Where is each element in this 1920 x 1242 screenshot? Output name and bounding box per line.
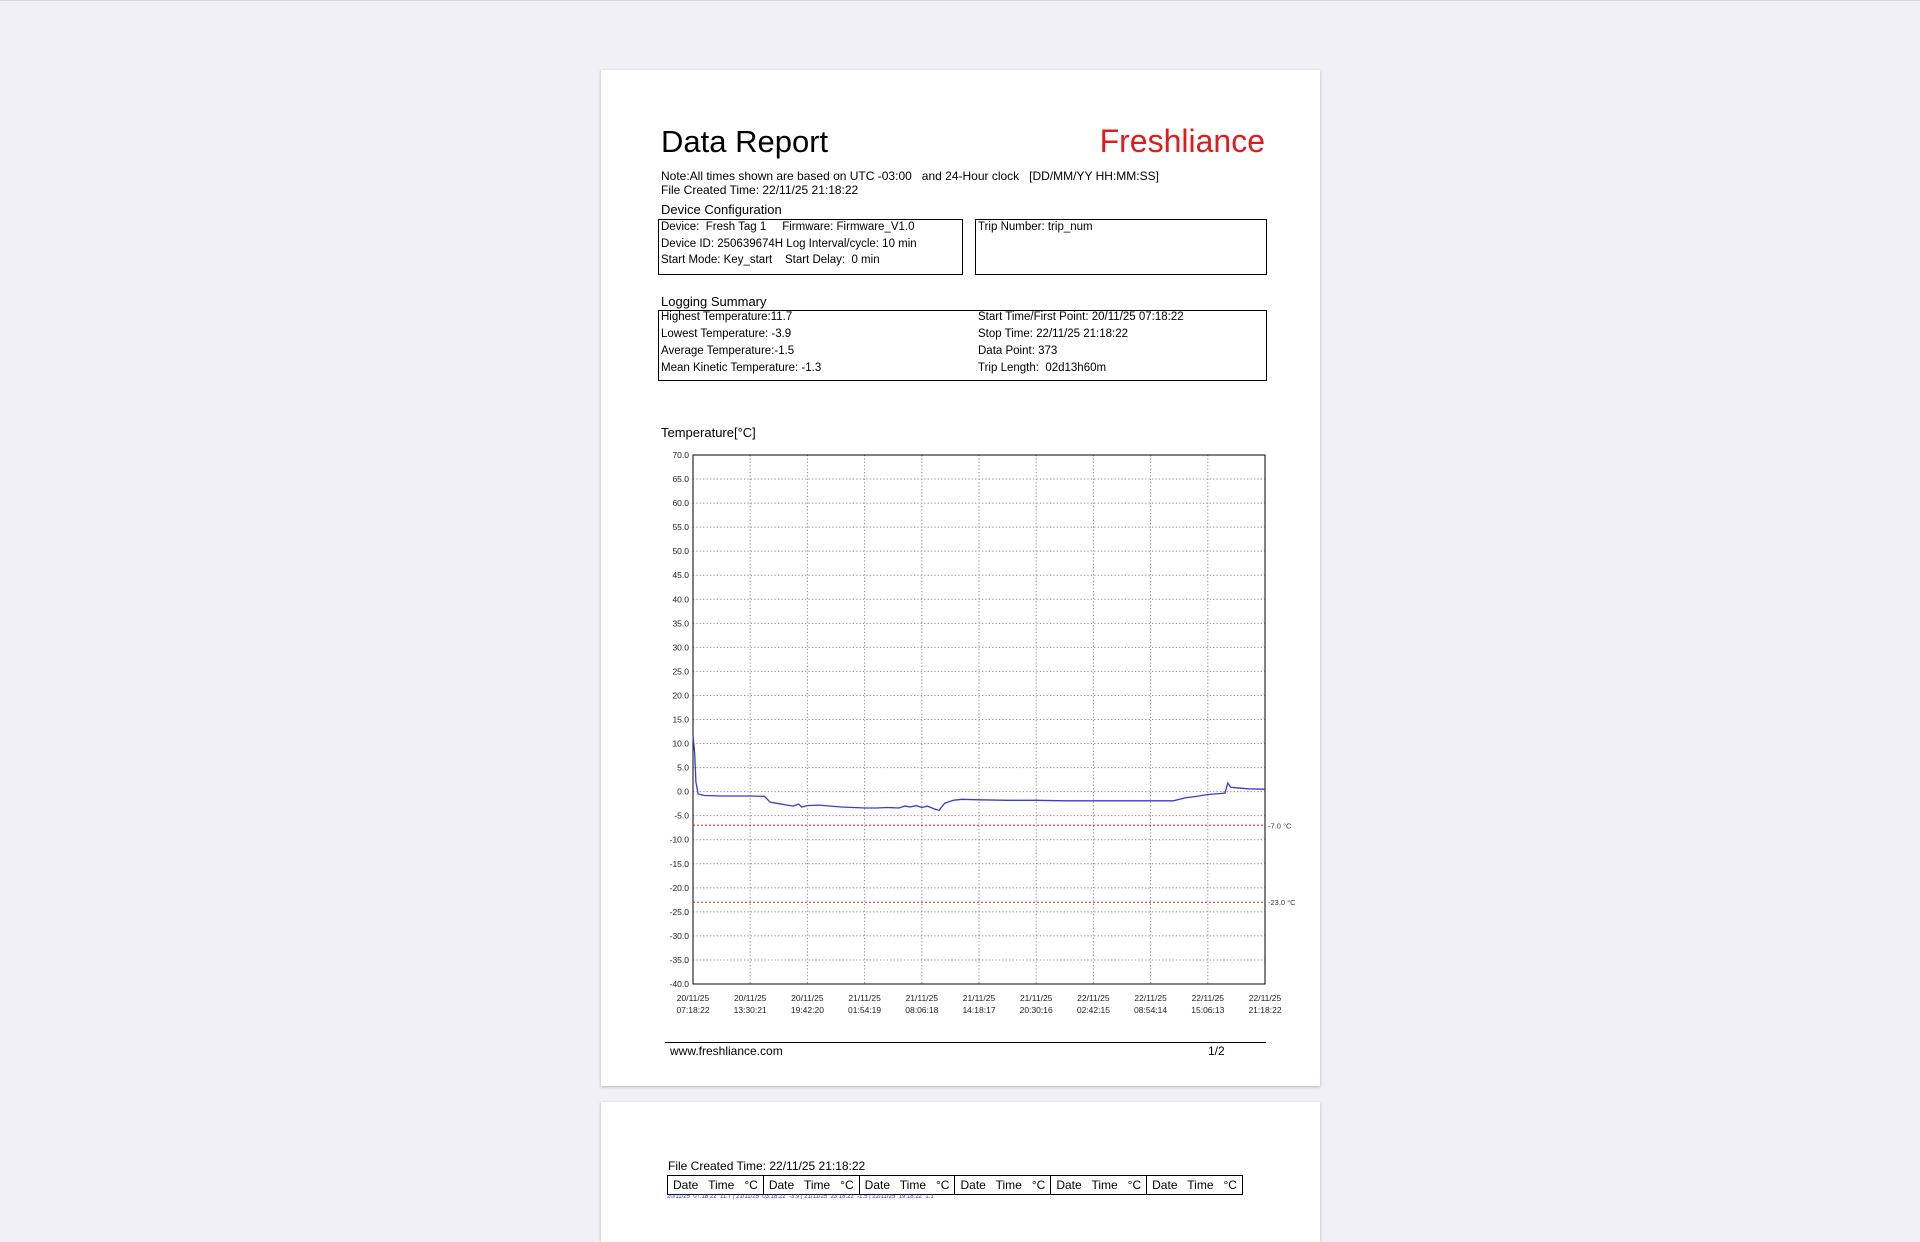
summary-highest: Highest Temperature:11.7 <box>661 311 793 323</box>
timezone-note: Note:All times shown are based on UTC -0… <box>661 169 1159 183</box>
y-tick-label: -5.0 <box>674 811 689 821</box>
summary-start-time: Start Time/First Point: 20/11/25 07:18:2… <box>978 311 1184 323</box>
x-tick-label-time: 08:54:14 <box>1134 1005 1167 1015</box>
y-tick-label: -15.0 <box>670 859 690 869</box>
footer-divider <box>665 1042 1266 1043</box>
x-tick-label-date: 20/11/25 <box>677 993 710 1003</box>
summary-lowest: Lowest Temperature: -3.9 <box>661 328 792 340</box>
x-tick-label-date: 21/11/25 <box>1020 993 1053 1003</box>
x-tick-label-date: 22/11/25 <box>1249 993 1282 1003</box>
y-tick-label: -35.0 <box>670 955 690 965</box>
table-first-row-partial: 20/11/25 07:18:22 11.7 | 21/11/25 03:18:… <box>667 1194 934 1200</box>
device-config-line: Device: Fresh Tag 1 Firmware: Firmware_V… <box>661 221 915 233</box>
table-header-cell: Date Time °C <box>667 1175 764 1195</box>
y-tick-label: 60.0 <box>672 498 689 508</box>
trip-number: Trip Number: trip_num <box>978 221 1093 233</box>
y-tick-label: -10.0 <box>670 835 690 845</box>
summary-mkt: Mean Kinetic Temperature: -1.3 <box>661 362 822 374</box>
x-tick-label-date: 21/11/25 <box>906 993 939 1003</box>
y-tick-label: 20.0 <box>672 690 689 700</box>
x-tick-label-date: 22/11/25 <box>1134 993 1167 1003</box>
x-tick-label-time: 01:54:19 <box>848 1005 881 1015</box>
x-tick-label-date: 20/11/25 <box>734 993 767 1003</box>
x-tick-label-date: 22/11/25 <box>1077 993 1110 1003</box>
x-tick-label-date: 21/11/25 <box>963 993 996 1003</box>
y-tick-label: 45.0 <box>672 570 689 580</box>
threshold-label: -23.0 °C <box>1268 898 1296 907</box>
summary-trip-length: Trip Length: 02d13h60m <box>978 362 1107 374</box>
device-config-line: Device ID: 250639674H Log Interval/cycle… <box>661 238 917 250</box>
table-header-cell: Date Time °C <box>1050 1175 1148 1195</box>
threshold-label: -7.0 °C <box>1268 821 1292 830</box>
x-tick-label-time: 15:06:13 <box>1191 1005 1224 1015</box>
y-tick-label: 40.0 <box>672 594 689 604</box>
y-tick-label: 50.0 <box>672 546 689 556</box>
temperature-series-line <box>692 735 1266 812</box>
report-page-1: Data Report Freshliance Note:All times s… <box>601 70 1320 1086</box>
y-tick-label: 70.0 <box>672 450 689 460</box>
report-title: Data Report <box>661 124 829 159</box>
page2-file-created-time: File Created Time: 22/11/25 21:18:22 <box>668 1159 866 1173</box>
x-tick-label-time: 13:30:21 <box>734 1005 767 1015</box>
summary-data-points: Data Point: 373 <box>978 345 1058 357</box>
table-header-row: Date Time °C Date Time °C Date Time °C D… <box>667 1175 1243 1195</box>
logging-summary-box: Highest Temperature:11.7 Lowest Temperat… <box>658 310 1267 381</box>
footer-page-number: 1/2 <box>1208 1044 1225 1058</box>
y-tick-label: -40.0 <box>670 979 690 989</box>
report-page-2: File Created Time: 22/11/25 21:18:22 Dat… <box>601 1102 1320 1242</box>
y-tick-label: -30.0 <box>670 931 690 941</box>
x-tick-label-time: 08:06:18 <box>905 1005 938 1015</box>
y-tick-label: 30.0 <box>672 642 689 652</box>
device-config-heading: Device Configuration <box>661 202 782 217</box>
y-tick-label: 15.0 <box>672 715 689 725</box>
x-tick-label-time: 20:30:16 <box>1020 1005 1053 1015</box>
y-tick-label: 0.0 <box>677 787 689 797</box>
data-table: Date Time °C Date Time °C Date Time °C D… <box>667 1175 1243 1195</box>
y-tick-label: 5.0 <box>677 763 689 773</box>
y-tick-label: 25.0 <box>672 666 689 676</box>
x-tick-label-time: 19:42:20 <box>791 1005 824 1015</box>
brand-logo-text: Freshliance <box>1099 123 1265 159</box>
logging-summary-heading: Logging Summary <box>661 294 767 309</box>
table-header-cell: Date Time °C <box>858 1175 956 1195</box>
y-tick-label: -20.0 <box>670 883 690 893</box>
x-tick-label-date: 22/11/25 <box>1192 993 1225 1003</box>
y-tick-label: 10.0 <box>672 739 689 749</box>
trip-number-box: Trip Number: trip_num <box>975 219 1267 275</box>
footer-url[interactable]: www.freshliance.com <box>670 1044 783 1058</box>
y-tick-label: 65.0 <box>672 474 689 484</box>
table-header-cell: Date Time °C <box>762 1175 860 1195</box>
x-tick-label-date: 21/11/25 <box>848 993 881 1003</box>
device-config-box: Device: Fresh Tag 1 Firmware: Firmware_V… <box>658 219 963 275</box>
y-tick-label: 35.0 <box>672 618 689 628</box>
y-tick-label: 55.0 <box>672 522 689 532</box>
temperature-chart: 70.0 65.0 60.0 55.0 50.0 45.0 40.0 35.0 30.0 25.0… <box>670 450 1297 1015</box>
chart-y-axis-title: Temperature[°C] <box>661 425 756 440</box>
plot-frame <box>692 454 1266 985</box>
table-header-cell: Date Time °C <box>1146 1175 1243 1195</box>
x-tick-label-time: 21:18:22 <box>1248 1005 1281 1015</box>
x-tick-label-time: 14:18:17 <box>962 1005 995 1015</box>
device-config-line: Start Mode: Key_start Start Delay: 0 min <box>661 254 880 266</box>
x-tick-label-time: 02:42:15 <box>1077 1005 1110 1015</box>
file-created-time: File Created Time: 22/11/25 21:18:22 <box>661 183 859 197</box>
x-tick-label-time: 07:18:22 <box>676 1005 709 1015</box>
summary-stop-time: Stop Time: 22/11/25 21:18:22 <box>978 328 1129 340</box>
window-top-border <box>0 0 1920 1</box>
y-tick-label: -25.0 <box>670 907 690 917</box>
table-header-cell: Date Time °C <box>954 1175 1052 1195</box>
x-tick-label-date: 20/11/25 <box>791 993 824 1003</box>
summary-average: Average Temperature:-1.5 <box>661 345 795 357</box>
